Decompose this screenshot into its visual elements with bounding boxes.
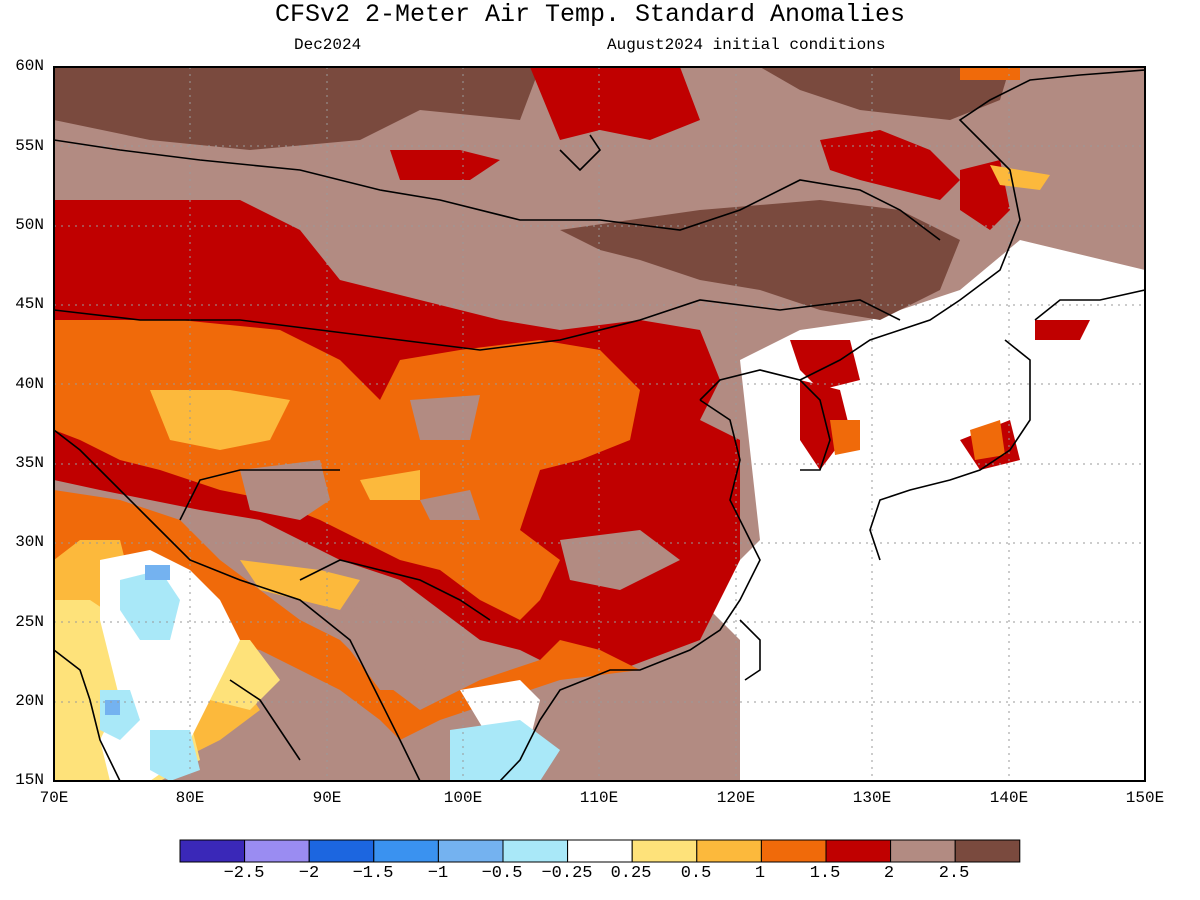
colorbar-swatch [631, 839, 698, 863]
colorbar-swatch [567, 839, 633, 863]
map-frame [53, 66, 1146, 782]
colorbar-label: 2.5 [938, 864, 970, 883]
lon-label-140e: 140E [989, 789, 1029, 807]
colorbar-swatch [890, 839, 956, 863]
lat-label-60n: 60N [15, 57, 44, 75]
lon-label-130e: 130E [852, 789, 892, 807]
colorbar-label: −1.5 [352, 864, 394, 883]
colorbar-label: 1 [754, 864, 766, 883]
lon-label-70e: 70E [39, 789, 69, 807]
colorbar-label: −0.25 [541, 864, 593, 883]
colorbar-swatch [502, 839, 569, 863]
forecast-month: Dec2024 [294, 36, 362, 54]
coastlines [54, 69, 1145, 781]
initial-conditions: August2024 initial conditions [607, 36, 886, 54]
colorbar [179, 839, 1021, 863]
colorbar-swatch [954, 839, 1021, 863]
colorbar-swatch [179, 839, 246, 863]
lon-label-150e: 150E [1125, 789, 1165, 807]
colorbar-label: −2 [298, 864, 320, 883]
colorbar-swatch [696, 839, 762, 863]
colorbar-swatch [825, 839, 892, 863]
lon-label-110e: 110E [579, 789, 619, 807]
lat-label-15n: 15N [15, 771, 44, 789]
colorbar-label: −2.5 [223, 864, 265, 883]
colorbar-swatch [244, 839, 310, 863]
lat-label-30n: 30N [15, 533, 44, 551]
colorbar-swatch [373, 839, 439, 863]
lat-label-50n: 50N [15, 216, 44, 234]
lat-label-25n: 25N [15, 613, 44, 631]
colorbar-swatch [437, 839, 504, 863]
lon-label-100e: 100E [443, 789, 483, 807]
colorbar-swatch [760, 839, 827, 863]
lat-label-20n: 20N [15, 692, 44, 710]
colorbar-swatch [308, 839, 375, 863]
lon-label-90e: 90E [312, 789, 342, 807]
chart-title: CFSv2 2-Meter Air Temp. Standard Anomali… [274, 0, 906, 29]
colorbar-label: 0.5 [680, 864, 712, 883]
colorbar-label: −1 [427, 864, 449, 883]
lat-label-55n: 55N [15, 137, 44, 155]
gridlines [54, 67, 1145, 781]
colorbar-label: 0.25 [610, 864, 652, 883]
colorbar-label: 2 [883, 864, 895, 883]
lat-label-35n: 35N [15, 454, 44, 472]
colorbar-label: 1.5 [809, 864, 841, 883]
colorbar-label: −0.5 [481, 864, 523, 883]
lat-label-40n: 40N [15, 375, 44, 393]
lon-label-120e: 120E [716, 789, 756, 807]
lat-label-45n: 45N [15, 295, 44, 313]
lon-label-80e: 80E [175, 789, 205, 807]
